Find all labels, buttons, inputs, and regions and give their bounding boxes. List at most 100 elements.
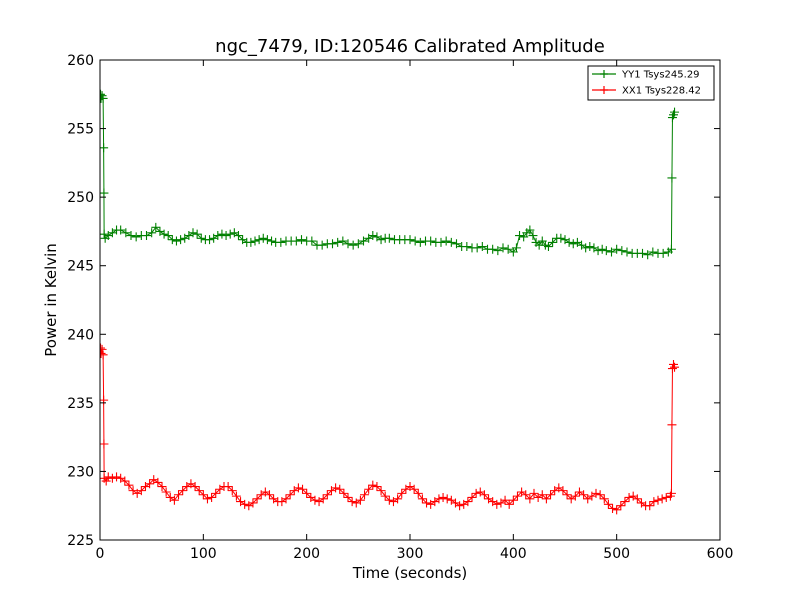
data-point-xx1 — [504, 499, 514, 509]
x-tick-label: 100 — [190, 546, 217, 562]
legend-box — [587, 65, 715, 101]
x-axis-label: Time (seconds) — [352, 564, 468, 582]
data-point-xx1 — [500, 495, 510, 505]
y-tick-label: 230 — [67, 464, 94, 480]
data-point-yy1 — [100, 229, 109, 239]
data-point-yy1 — [297, 235, 306, 245]
data-point-xx1 — [318, 494, 328, 504]
data-point-xx1 — [107, 473, 117, 483]
data-point-xx1 — [161, 487, 171, 497]
data-point-yy1 — [171, 236, 181, 246]
data-point-yy1 — [213, 231, 223, 241]
data-point-xx1 — [136, 486, 146, 496]
data-point-yy1 — [131, 232, 141, 242]
data-point-xx1 — [570, 491, 580, 501]
data-point-xx1 — [285, 490, 295, 500]
data-point-xx1 — [670, 362, 680, 372]
data-point-yy1 — [511, 243, 521, 253]
y-axis-label: Power in Kelvin — [42, 243, 60, 357]
data-point-xx1 — [632, 494, 642, 504]
data-point-xx1 — [252, 494, 262, 504]
data-point-xx1 — [335, 484, 345, 494]
data-point-yy1 — [246, 237, 256, 247]
data-point-xx1 — [595, 490, 605, 500]
data-point-xx1 — [422, 498, 432, 508]
data-point-xx1 — [364, 484, 374, 494]
legend: YY1 Tsys245.29 XX1 Tsys228.42 — [587, 65, 715, 101]
data-point-xx1 — [645, 501, 655, 511]
data-point-xx1 — [599, 494, 609, 504]
data-point-xx1 — [413, 488, 423, 498]
data-point-yy1 — [638, 248, 647, 258]
data-point-xx1 — [112, 472, 122, 482]
data-point-yy1 — [622, 247, 632, 257]
data-point-yy1 — [436, 237, 446, 247]
data-point-xx1 — [657, 494, 667, 504]
data-point-yy1 — [452, 239, 461, 249]
data-point-yy1 — [258, 233, 268, 243]
data-point-xx1 — [384, 495, 394, 505]
data-point-xx1 — [393, 494, 403, 504]
data-point-yy1 — [525, 225, 535, 235]
data-point-yy1 — [116, 225, 126, 235]
data-point-yy1 — [221, 231, 231, 241]
data-point-yy1 — [233, 231, 243, 241]
data-point-yy1 — [670, 107, 680, 117]
data-point-xx1 — [293, 483, 303, 493]
axis-ticks: 0 100 200 300 400 500 600 225 230 235 240 245 250 255… — [67, 53, 733, 562]
data-point-xx1 — [145, 479, 155, 489]
data-point-xx1 — [667, 420, 677, 430]
data-point-yy1 — [307, 236, 317, 246]
data-point-xx1 — [207, 492, 217, 502]
data-point-xx1 — [372, 482, 382, 492]
x-tick-label: 0 — [96, 546, 105, 562]
data-point-xx1 — [178, 486, 188, 496]
data-point-yy1 — [462, 242, 472, 252]
legend-label-yy1: YY1 Tsys245.29 — [621, 70, 700, 81]
data-point-xx1 — [194, 486, 204, 496]
data-point-yy1 — [333, 237, 343, 247]
y-tick-label: 240 — [67, 327, 94, 343]
data-point-xx1 — [322, 490, 332, 500]
data-point-xx1 — [579, 490, 589, 500]
data-point-xx1 — [537, 490, 547, 500]
data-point-yy1 — [317, 240, 327, 250]
data-point-xx1 — [100, 348, 106, 358]
data-point-yy1 — [564, 237, 574, 247]
data-point-xx1 — [124, 480, 134, 490]
data-point-xx1 — [492, 499, 502, 509]
series-yy1 — [100, 89, 680, 260]
data-point-yy1 — [217, 229, 227, 239]
data-point-xx1 — [101, 476, 111, 486]
data-point-yy1 — [607, 247, 616, 257]
data-point-yy1 — [196, 233, 206, 243]
data-point-yy1 — [126, 231, 136, 241]
data-point-yy1 — [142, 231, 151, 241]
x-tick-label: 600 — [707, 546, 734, 562]
data-point-xx1 — [512, 491, 522, 501]
data-point-yy1 — [291, 236, 301, 246]
data-point-xx1 — [666, 488, 676, 498]
data-point-yy1 — [528, 231, 538, 241]
data-point-yy1 — [151, 222, 161, 232]
data-point-yy1 — [267, 236, 277, 246]
data-point-xx1 — [508, 495, 518, 505]
data-point-yy1 — [405, 235, 415, 245]
data-point-yy1 — [548, 237, 558, 247]
data-point-xx1 — [612, 505, 622, 515]
data-point-yy1 — [441, 236, 451, 246]
data-point-xx1 — [525, 494, 535, 504]
data-point-xx1 — [603, 499, 613, 509]
data-point-yy1 — [100, 143, 109, 153]
data-point-xx1 — [223, 482, 233, 492]
data-point-yy1 — [617, 246, 627, 256]
data-point-xx1 — [409, 484, 419, 494]
data-point-xx1 — [546, 490, 556, 500]
legend-marker-yy1 — [600, 70, 608, 78]
data-point-yy1 — [667, 173, 677, 183]
data-point-yy1 — [176, 235, 186, 245]
data-point-yy1 — [188, 228, 198, 238]
data-point-xx1 — [231, 491, 241, 501]
data-point-yy1 — [568, 239, 578, 249]
